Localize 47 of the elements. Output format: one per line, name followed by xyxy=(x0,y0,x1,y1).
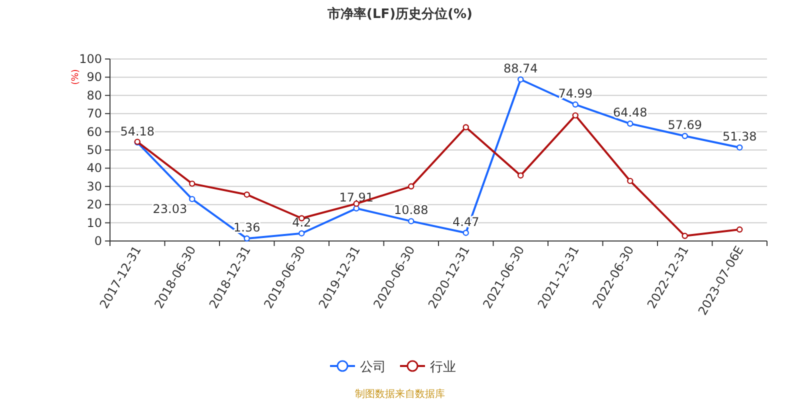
point xyxy=(462,230,469,236)
point xyxy=(353,205,360,212)
data-label: 4.2 xyxy=(292,215,312,230)
y-tick-label: 80 xyxy=(86,88,102,102)
point xyxy=(736,226,743,233)
point xyxy=(572,101,578,108)
data-label: 88.74 xyxy=(503,61,538,76)
point xyxy=(189,196,196,202)
data-label: 51.38 xyxy=(722,129,757,144)
point xyxy=(244,191,250,198)
point xyxy=(518,76,524,83)
y-tick-label: 90 xyxy=(86,70,102,84)
y-tick-label: 70 xyxy=(86,106,102,121)
data-label: 23.03 xyxy=(152,202,188,216)
point xyxy=(408,218,414,224)
data-label: 10.88 xyxy=(394,203,428,218)
data-label: 54.18 xyxy=(120,124,155,138)
point xyxy=(462,124,469,130)
data-label: 57.69 xyxy=(668,118,702,132)
y-tick-label: 30 xyxy=(86,179,102,194)
point xyxy=(189,180,196,187)
point xyxy=(627,178,634,184)
point xyxy=(682,232,688,240)
point xyxy=(408,183,414,190)
text: 制图数据来自数据库 xyxy=(355,388,445,400)
data-label: 64.48 xyxy=(612,106,648,120)
legend-label: 公司 xyxy=(360,360,386,375)
data-label: 1.36 xyxy=(234,220,260,235)
y-tick-label: 50 xyxy=(86,143,102,157)
y-tick-label: 40 xyxy=(86,161,102,176)
data-label: 74.99 xyxy=(558,86,593,101)
point xyxy=(298,230,305,236)
point xyxy=(682,132,688,140)
y-axis-title: (%) xyxy=(71,69,81,85)
y-tick-label: 20 xyxy=(86,198,102,212)
y-tick-label: 60 xyxy=(86,124,102,139)
y-tick-label: 10 xyxy=(86,216,102,230)
legend-label: 行业 xyxy=(430,360,456,375)
data-label: 17.91 xyxy=(339,190,374,204)
y-tick-label: 100 xyxy=(79,52,102,66)
point xyxy=(627,120,634,127)
y-tick-label: 0 xyxy=(94,234,102,248)
point xyxy=(736,144,743,151)
chart-title: 市净率(LF)历史分位(%) xyxy=(326,6,472,22)
point xyxy=(244,235,250,242)
point xyxy=(518,172,524,179)
point xyxy=(572,112,578,119)
